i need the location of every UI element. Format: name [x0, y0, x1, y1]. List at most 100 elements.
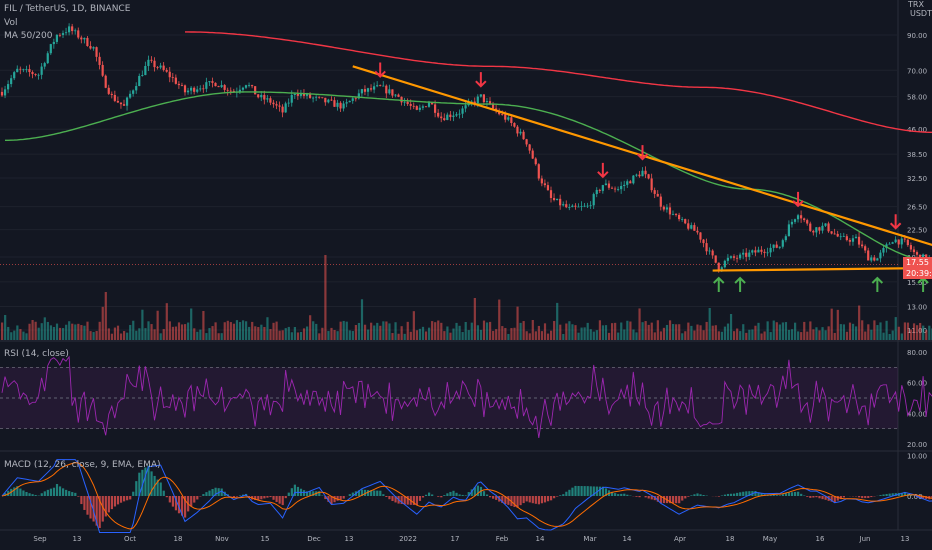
macd-histogram-bar: [668, 496, 672, 504]
volume-bar: [43, 317, 46, 340]
volume-bar: [635, 332, 638, 340]
volume-bar: [220, 333, 223, 340]
volume-bar: [864, 331, 867, 340]
volume-bar: [144, 328, 147, 340]
candle-body: [504, 114, 507, 120]
candle-body: [135, 86, 138, 91]
candle-body: [812, 230, 815, 233]
volume-bar: [522, 321, 525, 340]
macd-histogram-bar: [787, 492, 791, 496]
macd-histogram-bar: [71, 492, 74, 496]
volume-bar: [748, 329, 751, 340]
candle-body: [190, 87, 193, 91]
volume-bar: [363, 324, 367, 340]
volume-bar: [891, 330, 894, 340]
candle-body: [61, 33, 65, 35]
candle-body: [7, 84, 10, 90]
candle-body: [366, 88, 370, 92]
volume-bar: [897, 326, 900, 340]
volume-bar: [370, 322, 373, 340]
candle-body: [751, 250, 754, 253]
volume-bar: [104, 292, 107, 340]
candle-body: [754, 250, 757, 253]
volume-bar: [95, 330, 98, 340]
volume-bar: [763, 331, 766, 340]
volume-bar: [769, 332, 772, 340]
volume-bar: [406, 321, 409, 340]
macd-histogram-bar: [119, 496, 123, 503]
macd-histogram-bar: [675, 496, 678, 504]
macd-histogram-bar: [803, 495, 806, 496]
candle-body: [525, 139, 528, 145]
macd-histogram-bar: [150, 471, 153, 496]
volume-bar: [428, 327, 431, 340]
currency-top-label[interactable]: TRX: [908, 0, 924, 9]
volume-bar: [327, 331, 330, 340]
volume-bar: [888, 333, 891, 340]
candle-body: [534, 158, 537, 165]
currency-label[interactable]: USDT: [910, 9, 932, 18]
candle-body: [888, 243, 891, 245]
macd-histogram-bar: [391, 496, 394, 502]
macd-histogram-bar: [202, 494, 205, 496]
candle-body: [806, 220, 809, 224]
macd-histogram-bar: [385, 496, 388, 497]
candle-body: [208, 81, 211, 83]
volume-bar: [376, 322, 379, 340]
macd-histogram-bar: [559, 495, 562, 496]
volume-bar: [187, 322, 190, 340]
volume-bar: [598, 320, 601, 340]
macd-histogram-bar: [620, 493, 623, 496]
macd-histogram-bar: [553, 496, 556, 499]
macd-histogram-bar: [522, 496, 525, 504]
macd-histogram-bar: [781, 494, 784, 496]
candle-body: [623, 184, 626, 187]
volume-bar: [751, 329, 754, 340]
volume-bar: [702, 330, 705, 340]
candle-body: [507, 117, 510, 120]
volume-bar: [226, 320, 229, 340]
volume-bar: [153, 329, 156, 340]
candle-body: [141, 75, 144, 76]
volume-bar: [92, 332, 95, 340]
price-tick-label: 15.50: [907, 279, 927, 287]
volume-bar: [293, 327, 296, 340]
sell-arrow: [475, 72, 487, 88]
volume-bar: [827, 326, 830, 340]
macd-histogram-bar: [495, 496, 498, 500]
volume-bar: [623, 329, 626, 340]
sell-arrow: [792, 191, 804, 208]
candle-body: [330, 99, 333, 101]
candle-body: [272, 102, 275, 105]
macd-histogram-bar: [919, 496, 922, 498]
candle-body: [455, 114, 458, 116]
macd-histogram-bar: [635, 496, 638, 497]
volume-bar: [711, 325, 714, 340]
last-price-badge: 17.55: [903, 257, 932, 268]
macd-histogram-bar: [318, 491, 321, 496]
volume-bar: [482, 320, 486, 340]
macd-histogram-bar: [467, 492, 470, 496]
candle-body: [577, 206, 580, 208]
candle-body: [882, 248, 885, 253]
volume-bar: [690, 325, 693, 340]
macd-histogram-bar: [348, 494, 351, 496]
macd-histogram-bar: [281, 496, 284, 506]
candle-body: [482, 94, 485, 103]
macd-histogram-bar: [403, 496, 406, 505]
volume-bar: [818, 330, 821, 340]
macd-histogram-bar: [812, 496, 815, 498]
volume-bar: [729, 314, 733, 340]
macd-histogram-bar: [113, 496, 117, 507]
volume-bar: [357, 322, 361, 340]
candle-body: [339, 102, 342, 109]
macd-histogram-bar: [678, 496, 681, 504]
candle-body: [287, 102, 290, 104]
candle-body: [251, 85, 254, 87]
macd-panel: 10.00 0.00: [1, 453, 932, 533]
macd-histogram-bar: [141, 469, 144, 496]
candle-body: [74, 30, 77, 32]
candle-body: [845, 236, 848, 241]
candle-body: [638, 174, 641, 177]
